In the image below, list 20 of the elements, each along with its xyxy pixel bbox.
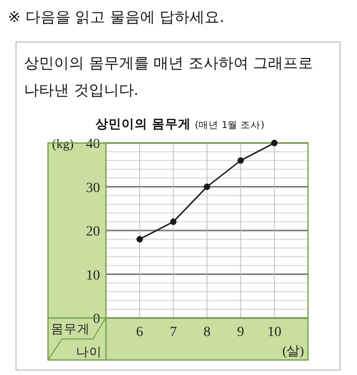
x-tick-label: 10 [267, 325, 282, 340]
y-tick-label: 10 [86, 268, 100, 284]
point [204, 184, 210, 190]
text: 몸무게 [51, 321, 90, 336]
x-tick-label: 7 [170, 325, 177, 340]
chart-title: 상민이의 몸무게 [96, 116, 191, 131]
text: ※ 다음을 읽고 물음에 답하세요. [8, 8, 224, 26]
point [237, 157, 244, 164]
text: 나이 [76, 344, 102, 359]
y-tick-label: 30 [86, 180, 100, 196]
point [136, 236, 143, 242]
x-tick-label: 6 [136, 325, 144, 340]
text: 상민이의 몸무게를 매년 조사하여 그래프로 나타낸 것입니다. [24, 54, 314, 99]
x-axis-title: (살) [282, 343, 304, 358]
y-tick-label: 20 [86, 224, 100, 240]
x-tick-label: 8 [204, 325, 210, 340]
x-tick-label: 9 [237, 325, 244, 340]
point [271, 140, 278, 146]
point [170, 218, 177, 225]
chart-subtitle: (매년 1월 조사) [194, 120, 264, 131]
